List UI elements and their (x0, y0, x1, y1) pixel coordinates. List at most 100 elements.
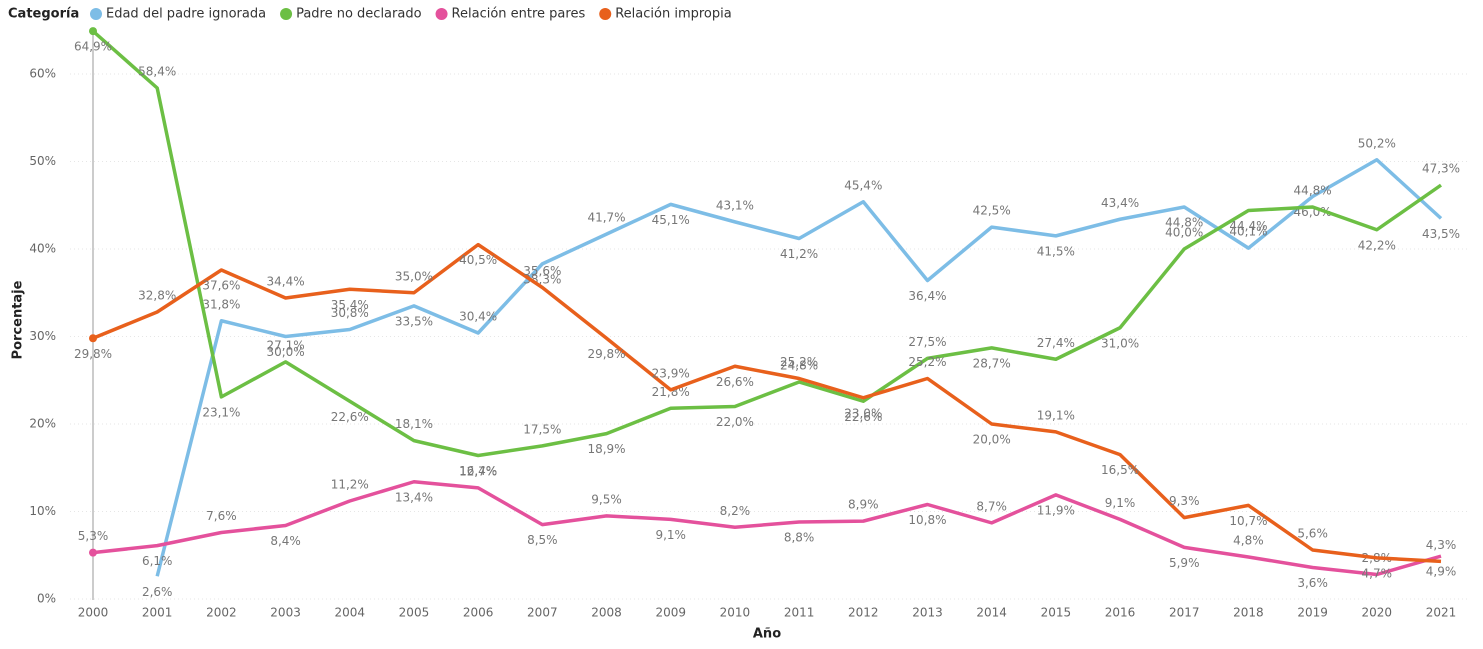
x-tick-label: 2015 (1041, 606, 1072, 620)
data-label: 4,9% (1426, 565, 1457, 579)
x-tick-label: 2014 (976, 606, 1007, 620)
data-label: 11,9% (1037, 503, 1075, 517)
x-tick-label: 2010 (720, 606, 751, 620)
data-label: 24,8% (780, 359, 818, 373)
data-label: 8,8% (784, 531, 815, 545)
data-label: 41,5% (1037, 244, 1075, 258)
x-tick-label: 2016 (1105, 606, 1136, 620)
data-label: 23,9% (652, 366, 690, 380)
data-label: 3,6% (1297, 576, 1328, 590)
data-label: 44,8% (1165, 216, 1203, 230)
data-label: 31,8% (202, 297, 240, 311)
point-marker (89, 27, 97, 36)
data-label: 8,9% (848, 498, 879, 512)
data-label: 25,2% (908, 355, 946, 369)
data-label: 18,9% (587, 442, 625, 456)
data-label: 17,5% (523, 422, 561, 436)
y-tick-label: 40% (29, 242, 56, 256)
data-label: 45,4% (844, 178, 882, 192)
data-label: 28,7% (973, 356, 1011, 370)
data-label: 33,5% (395, 314, 433, 328)
x-tick-label: 2001 (142, 606, 173, 620)
legend-marker (435, 8, 448, 20)
data-label: 36,4% (908, 289, 946, 303)
point-marker (89, 334, 97, 343)
x-tick-label: 2020 (1362, 606, 1393, 620)
data-label: 11,2% (331, 478, 369, 492)
x-tick-label: 2019 (1297, 606, 1328, 620)
data-label: 45,1% (652, 213, 690, 227)
point-marker (89, 548, 97, 557)
data-label: 31,0% (1101, 336, 1139, 350)
data-label: 43,1% (716, 198, 754, 212)
data-label: 40,5% (459, 253, 497, 267)
data-label: 5,6% (1297, 527, 1328, 541)
data-label: 27,4% (1037, 336, 1075, 350)
data-label: 35,0% (395, 269, 433, 283)
data-label: 32,8% (138, 289, 176, 303)
data-label: 5,9% (1169, 556, 1200, 570)
y-tick-label: 30% (29, 329, 56, 343)
data-label: 2,6% (142, 585, 173, 599)
data-label: 43,5% (1422, 227, 1460, 241)
x-tick-label: 2006 (463, 606, 494, 620)
data-label: 7,6% (206, 509, 237, 523)
x-tick-label: 2011 (784, 606, 815, 620)
y-tick-label: 20% (29, 417, 56, 431)
legend-marker (599, 8, 612, 20)
data-label: 18,1% (395, 417, 433, 431)
data-label: 30,8% (331, 306, 369, 320)
data-label: 23,0% (844, 406, 882, 420)
data-label: 27,1% (267, 338, 305, 352)
y-tick-label: 0% (37, 592, 56, 606)
data-label: 13,4% (395, 490, 433, 504)
x-tick-label: 2002 (206, 606, 237, 620)
data-label: 37,6% (202, 279, 240, 293)
data-label: 26,6% (716, 375, 754, 389)
y-tick-label: 50% (29, 154, 56, 168)
data-label: 12,7% (459, 464, 497, 478)
data-label: 50,2% (1358, 136, 1396, 150)
data-label: 27,5% (908, 335, 946, 349)
data-label: 4,7% (1362, 566, 1393, 580)
x-axis-title: Año (753, 627, 781, 642)
legend-marker (90, 8, 102, 20)
legend-title: Categoría (8, 7, 79, 22)
data-label: 41,2% (780, 247, 818, 261)
data-label: 4,3% (1426, 538, 1457, 552)
data-label: 21,8% (652, 385, 690, 399)
series-line (92, 480, 1442, 577)
legend-marker (280, 8, 293, 20)
data-label: 22,0% (716, 415, 754, 429)
data-label: 35,4% (331, 298, 369, 312)
data-label: 64,9% (74, 40, 112, 54)
data-label: 9,1% (655, 528, 686, 542)
data-label: 8,2% (720, 504, 751, 518)
data-label: 9,1% (1105, 496, 1136, 510)
x-tick-label: 2003 (270, 606, 301, 620)
x-tick-label: 2012 (848, 606, 879, 620)
data-label: 58,4% (138, 65, 176, 79)
x-tick-label: 2013 (912, 606, 943, 620)
series-line (91, 29, 1442, 458)
data-label: 9,3% (1169, 494, 1200, 508)
data-label: 6,1% (142, 554, 173, 568)
data-label: 44,8% (1294, 184, 1332, 198)
data-label: 10,7% (1229, 514, 1267, 528)
data-label: 10,8% (908, 513, 946, 527)
data-label: 20,0% (973, 433, 1011, 447)
data-label: 4,8% (1233, 534, 1264, 548)
legend-label: Relación impropia (615, 7, 731, 22)
data-label: 35,6% (523, 264, 561, 278)
data-label: 8,4% (270, 534, 301, 548)
x-tick-label: 2000 (78, 606, 109, 620)
x-tick-label: 2005 (399, 606, 430, 620)
series-line (155, 158, 1443, 577)
data-label: 16,5% (1101, 463, 1139, 477)
x-tick-label: 2021 (1426, 606, 1457, 620)
x-tick-label: 2018 (1233, 606, 1264, 620)
data-label: 43,4% (1101, 196, 1139, 210)
data-label: 19,1% (1037, 408, 1075, 422)
x-tick-label: 2009 (655, 606, 686, 620)
data-label: 25,2% (780, 355, 818, 369)
